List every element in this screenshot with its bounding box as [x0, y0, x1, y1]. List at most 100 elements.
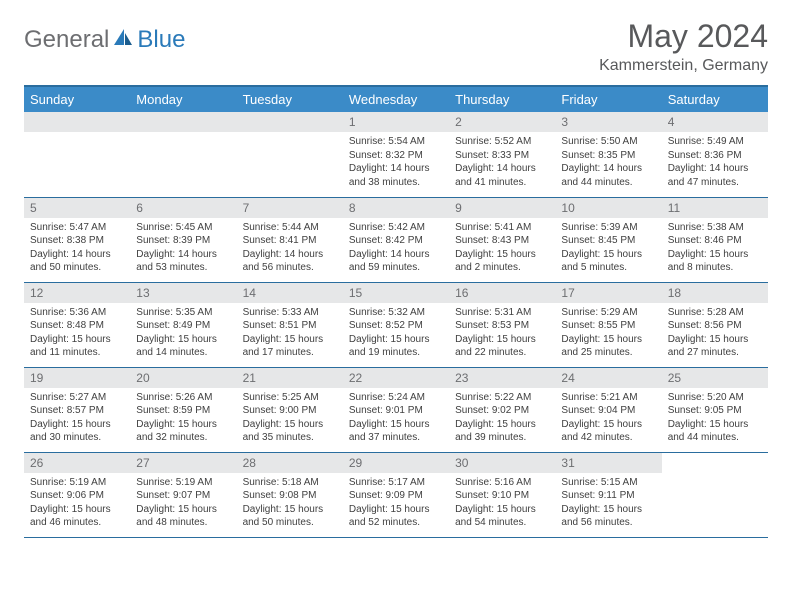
- calendar-day-cell: 1Sunrise: 5:54 AMSunset: 8:32 PMDaylight…: [343, 112, 449, 197]
- calendar-day-cell: 11Sunrise: 5:38 AMSunset: 8:46 PMDayligh…: [662, 197, 768, 282]
- day-number: 16: [449, 283, 555, 303]
- calendar-day-cell: 14Sunrise: 5:33 AMSunset: 8:51 PMDayligh…: [237, 282, 343, 367]
- calendar-day-cell: 2Sunrise: 5:52 AMSunset: 8:33 PMDaylight…: [449, 112, 555, 197]
- calendar-day-cell: 15Sunrise: 5:32 AMSunset: 8:52 PMDayligh…: [343, 282, 449, 367]
- weekday-header: Saturday: [662, 86, 768, 112]
- calendar-day-cell: 20Sunrise: 5:26 AMSunset: 8:59 PMDayligh…: [130, 367, 236, 452]
- day-details: Sunrise: 5:28 AMSunset: 8:56 PMDaylight:…: [662, 303, 768, 364]
- day-number: 25: [662, 368, 768, 388]
- day-number: 13: [130, 283, 236, 303]
- day-details: Sunrise: 5:47 AMSunset: 8:38 PMDaylight:…: [24, 218, 130, 279]
- calendar-day-cell: 24Sunrise: 5:21 AMSunset: 9:04 PMDayligh…: [555, 367, 661, 452]
- calendar-day-cell: 7Sunrise: 5:44 AMSunset: 8:41 PMDaylight…: [237, 197, 343, 282]
- day-details: Sunrise: 5:15 AMSunset: 9:11 PMDaylight:…: [555, 473, 661, 534]
- day-number: 18: [662, 283, 768, 303]
- day-number: 8: [343, 198, 449, 218]
- day-details: Sunrise: 5:25 AMSunset: 9:00 PMDaylight:…: [237, 388, 343, 449]
- calendar-day-cell: 29Sunrise: 5:17 AMSunset: 9:09 PMDayligh…: [343, 452, 449, 537]
- day-number: 1: [343, 112, 449, 132]
- calendar-week-row: 26Sunrise: 5:19 AMSunset: 9:06 PMDayligh…: [24, 452, 768, 537]
- calendar-day-cell: 28Sunrise: 5:18 AMSunset: 9:08 PMDayligh…: [237, 452, 343, 537]
- day-details: Sunrise: 5:36 AMSunset: 8:48 PMDaylight:…: [24, 303, 130, 364]
- day-number: 14: [237, 283, 343, 303]
- day-details: Sunrise: 5:27 AMSunset: 8:57 PMDaylight:…: [24, 388, 130, 449]
- calendar-day-cell: [662, 452, 768, 537]
- empty-day-header: [237, 112, 343, 132]
- title-block: May 2024 Kammerstein, Germany: [599, 18, 768, 75]
- weekday-header: Wednesday: [343, 86, 449, 112]
- day-details: Sunrise: 5:31 AMSunset: 8:53 PMDaylight:…: [449, 303, 555, 364]
- day-details: Sunrise: 5:16 AMSunset: 9:10 PMDaylight:…: [449, 473, 555, 534]
- weekday-header: Tuesday: [237, 86, 343, 112]
- logo-text-general: General: [24, 26, 109, 54]
- header: General Blue May 2024 Kammerstein, Germa…: [24, 18, 768, 75]
- calendar-day-cell: 18Sunrise: 5:28 AMSunset: 8:56 PMDayligh…: [662, 282, 768, 367]
- day-number: 24: [555, 368, 661, 388]
- day-number: 9: [449, 198, 555, 218]
- calendar-day-cell: [237, 112, 343, 197]
- calendar-day-cell: 12Sunrise: 5:36 AMSunset: 8:48 PMDayligh…: [24, 282, 130, 367]
- calendar-day-cell: 26Sunrise: 5:19 AMSunset: 9:06 PMDayligh…: [24, 452, 130, 537]
- day-details: Sunrise: 5:39 AMSunset: 8:45 PMDaylight:…: [555, 218, 661, 279]
- day-details: Sunrise: 5:54 AMSunset: 8:32 PMDaylight:…: [343, 132, 449, 193]
- day-number: 4: [662, 112, 768, 132]
- weekday-header-row: SundayMondayTuesdayWednesdayThursdayFrid…: [24, 86, 768, 112]
- logo: General Blue: [24, 18, 185, 54]
- day-number: 31: [555, 453, 661, 473]
- day-number: 10: [555, 198, 661, 218]
- calendar-day-cell: 9Sunrise: 5:41 AMSunset: 8:43 PMDaylight…: [449, 197, 555, 282]
- day-number: 12: [24, 283, 130, 303]
- day-number: 3: [555, 112, 661, 132]
- day-details: Sunrise: 5:24 AMSunset: 9:01 PMDaylight:…: [343, 388, 449, 449]
- day-number: 30: [449, 453, 555, 473]
- calendar-table: SundayMondayTuesdayWednesdayThursdayFrid…: [24, 85, 768, 538]
- calendar-day-cell: 23Sunrise: 5:22 AMSunset: 9:02 PMDayligh…: [449, 367, 555, 452]
- day-details: Sunrise: 5:33 AMSunset: 8:51 PMDaylight:…: [237, 303, 343, 364]
- location: Kammerstein, Germany: [599, 57, 768, 75]
- calendar-week-row: 12Sunrise: 5:36 AMSunset: 8:48 PMDayligh…: [24, 282, 768, 367]
- day-number: 7: [237, 198, 343, 218]
- day-details: Sunrise: 5:52 AMSunset: 8:33 PMDaylight:…: [449, 132, 555, 193]
- weekday-header: Thursday: [449, 86, 555, 112]
- day-details: Sunrise: 5:49 AMSunset: 8:36 PMDaylight:…: [662, 132, 768, 193]
- calendar-day-cell: 31Sunrise: 5:15 AMSunset: 9:11 PMDayligh…: [555, 452, 661, 537]
- day-number: 20: [130, 368, 236, 388]
- day-details: Sunrise: 5:21 AMSunset: 9:04 PMDaylight:…: [555, 388, 661, 449]
- day-details: Sunrise: 5:22 AMSunset: 9:02 PMDaylight:…: [449, 388, 555, 449]
- day-details: Sunrise: 5:20 AMSunset: 9:05 PMDaylight:…: [662, 388, 768, 449]
- day-details: Sunrise: 5:29 AMSunset: 8:55 PMDaylight:…: [555, 303, 661, 364]
- day-number: 28: [237, 453, 343, 473]
- calendar-day-cell: [24, 112, 130, 197]
- day-number: 5: [24, 198, 130, 218]
- day-number: 29: [343, 453, 449, 473]
- day-details: Sunrise: 5:50 AMSunset: 8:35 PMDaylight:…: [555, 132, 661, 193]
- day-number: 22: [343, 368, 449, 388]
- day-number: 19: [24, 368, 130, 388]
- day-details: Sunrise: 5:26 AMSunset: 8:59 PMDaylight:…: [130, 388, 236, 449]
- day-details: Sunrise: 5:18 AMSunset: 9:08 PMDaylight:…: [237, 473, 343, 534]
- day-details: Sunrise: 5:35 AMSunset: 8:49 PMDaylight:…: [130, 303, 236, 364]
- calendar-day-cell: 6Sunrise: 5:45 AMSunset: 8:39 PMDaylight…: [130, 197, 236, 282]
- day-details: Sunrise: 5:19 AMSunset: 9:07 PMDaylight:…: [130, 473, 236, 534]
- calendar-week-row: 19Sunrise: 5:27 AMSunset: 8:57 PMDayligh…: [24, 367, 768, 452]
- day-number: 27: [130, 453, 236, 473]
- calendar-day-cell: 21Sunrise: 5:25 AMSunset: 9:00 PMDayligh…: [237, 367, 343, 452]
- logo-sail-icon: [112, 27, 134, 54]
- day-number: 21: [237, 368, 343, 388]
- calendar-day-cell: 3Sunrise: 5:50 AMSunset: 8:35 PMDaylight…: [555, 112, 661, 197]
- day-details: Sunrise: 5:38 AMSunset: 8:46 PMDaylight:…: [662, 218, 768, 279]
- day-number: 11: [662, 198, 768, 218]
- empty-day-header: [24, 112, 130, 132]
- calendar-day-cell: 17Sunrise: 5:29 AMSunset: 8:55 PMDayligh…: [555, 282, 661, 367]
- day-details: Sunrise: 5:17 AMSunset: 9:09 PMDaylight:…: [343, 473, 449, 534]
- calendar-day-cell: 22Sunrise: 5:24 AMSunset: 9:01 PMDayligh…: [343, 367, 449, 452]
- weekday-header: Friday: [555, 86, 661, 112]
- empty-day-header: [130, 112, 236, 132]
- weekday-header: Sunday: [24, 86, 130, 112]
- calendar-day-cell: 30Sunrise: 5:16 AMSunset: 9:10 PMDayligh…: [449, 452, 555, 537]
- calendar-day-cell: 13Sunrise: 5:35 AMSunset: 8:49 PMDayligh…: [130, 282, 236, 367]
- calendar-day-cell: 4Sunrise: 5:49 AMSunset: 8:36 PMDaylight…: [662, 112, 768, 197]
- day-number: 15: [343, 283, 449, 303]
- day-number: 2: [449, 112, 555, 132]
- calendar-day-cell: 5Sunrise: 5:47 AMSunset: 8:38 PMDaylight…: [24, 197, 130, 282]
